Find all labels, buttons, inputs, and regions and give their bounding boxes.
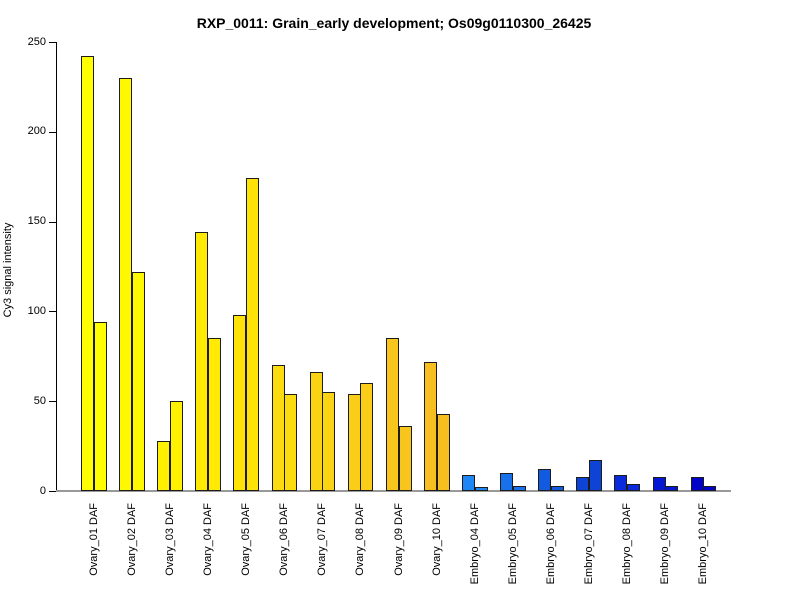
x-tick-label: Ovary_04 DAF [202,503,214,576]
x-tick-label: Ovary_02 DAF [125,503,138,576]
y-tick-label: 250 [27,35,46,48]
bar-bar_1-11 [462,475,475,491]
bar-bar_2-11 [474,487,488,491]
bar-bar_2-10 [436,414,450,491]
x-tick-label: Ovary_03 DAF [163,503,176,576]
x-tick-label: Ovary_08 DAF [354,503,367,576]
bar-bar_1-1 [81,56,94,491]
bar-bar_2-5 [246,178,260,491]
x-baseline [56,490,731,492]
bar-bar_1-14 [576,477,590,491]
x-tick-label: Ovary_01 DAF [87,503,100,576]
bar-bar_1-10 [423,362,437,491]
x-tick-label: Embryo_08 DAF [621,503,634,585]
bar-bar_1-17 [690,477,704,491]
bar-bar_1-15 [614,475,628,491]
x-tick-label: Ovary_09 DAF [392,503,405,576]
x-tick-label: Embryo_06 DAF [544,503,557,585]
bar-bar_1-7 [309,372,323,491]
y-tick-mark [49,491,56,492]
x-tick-label: Ovary_06 DAF [278,503,291,576]
bar-bar_2-14 [589,460,602,491]
y-tick-mark [49,42,56,43]
bar-bar_2-8 [360,383,374,491]
bar-bar_2-1 [93,322,107,491]
y-tick-mark [49,401,56,403]
y-tick-label: 50 [33,394,46,407]
bar-bar_1-16 [652,477,666,491]
bar-bar_1-3 [157,441,171,491]
bar-bar_1-2 [119,78,133,491]
x-tick-label: Ovary_05 DAF [240,503,253,576]
y-tick-label: 200 [27,125,46,138]
y-tick-mark [49,131,56,133]
bar-bar_1-13 [538,469,552,491]
x-tick-label: Embryo_04 DAF [468,503,481,585]
bar-bar_2-2 [131,272,145,491]
bar-bar_2-3 [169,401,183,491]
bar-bar_2-4 [208,338,221,491]
y-tick-label: 0 [39,484,46,497]
x-tick-label: Ovary_10 DAF [430,503,443,576]
y-tick-mark [49,311,56,313]
bar-bar_2-16 [665,486,679,491]
x-tick-label: Embryo_09 DAF [659,503,672,585]
chart-title: RXP_0011: Grain_early development; Os09g… [196,15,592,31]
bar-bar_2-13 [550,486,564,491]
y-axis-line [56,42,57,491]
bar-bar_1-12 [500,473,514,491]
y-tick-mark [49,221,56,223]
y-tick-label: 100 [27,304,46,317]
x-tick-label: Embryo_05 DAF [506,503,519,585]
y-tick-label: 150 [27,215,46,228]
bar-bar_1-4 [195,232,209,491]
bar-bar_2-15 [627,484,641,491]
bar-bar_1-5 [233,315,247,491]
x-tick-label: Ovary_07 DAF [316,503,329,576]
bar-bar_2-12 [512,486,526,491]
x-tick-label: Embryo_10 DAF [697,503,710,585]
bar-bar_1-8 [347,394,361,491]
bar-bar_2-6 [284,394,298,491]
bar-bar_1-9 [385,338,399,491]
x-tick-label: Embryo_07 DAF [583,503,595,585]
bar-bar_2-9 [398,426,412,491]
bar-bar_2-17 [703,486,717,491]
bar-bar_2-7 [322,392,336,491]
bar-bar_1-6 [271,365,285,491]
